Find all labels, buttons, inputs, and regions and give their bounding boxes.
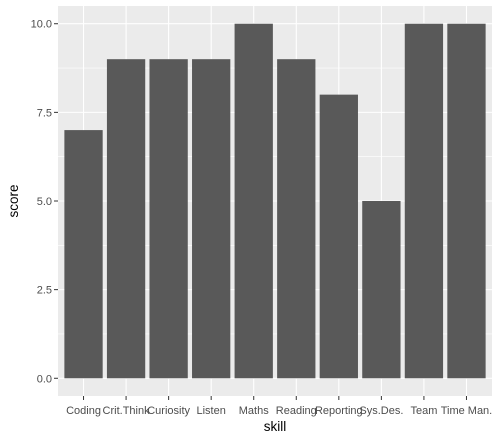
y-tick-label: 10.0 [31, 19, 52, 31]
bar-sys-des [362, 201, 401, 379]
x-tick-label: Reading [276, 405, 317, 417]
x-tick-label: Listen [196, 405, 225, 417]
bar-listen [192, 59, 231, 379]
x-tick-label: Reporting [315, 405, 363, 417]
y-tick-label: 7.5 [37, 107, 52, 119]
x-tick-label: Time Man. [441, 405, 493, 417]
x-tick-label: Crit.Think [103, 405, 151, 417]
y-axis-title: score [6, 184, 21, 217]
bar-curiosity [149, 59, 188, 379]
bar-coding [64, 130, 103, 379]
y-tick-label: 5.0 [37, 196, 52, 208]
bar-reporting [319, 94, 358, 379]
x-tick-label: Team [410, 405, 437, 417]
x-tick-label: Coding [66, 405, 101, 417]
y-axis: 0.0 2.5 5.0 7.5 10.0 [31, 19, 58, 385]
x-tick-label: Sys.Des. [359, 405, 403, 417]
bar-crit-think [106, 59, 146, 379]
bars [64, 23, 486, 379]
bar-time-man [447, 23, 486, 379]
bar-team [404, 23, 444, 379]
y-tick-label: 0.0 [37, 373, 52, 385]
y-tick-label: 2.5 [37, 285, 52, 297]
bar-maths [234, 23, 273, 379]
x-tick-label: Maths [239, 405, 269, 417]
x-tick-label: Curiosity [147, 405, 190, 417]
x-axis-title: skill [264, 419, 287, 434]
bar-reading [277, 59, 316, 379]
